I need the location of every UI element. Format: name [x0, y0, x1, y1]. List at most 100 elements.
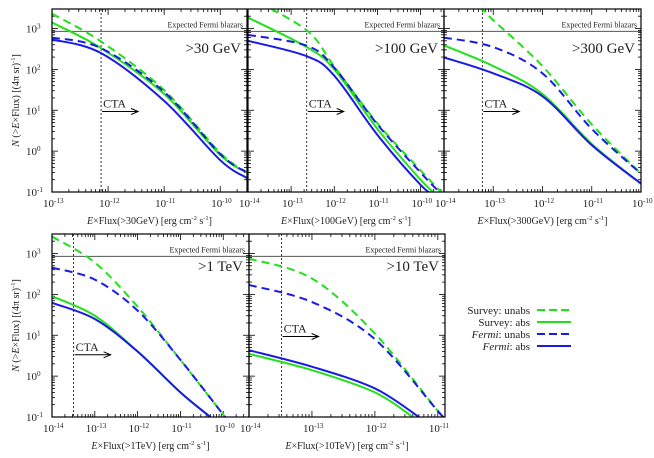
curves [52, 235, 226, 417]
tick-exp: -1 [37, 186, 43, 194]
text-part: E [90, 441, 97, 452]
x-tick-label: 10-12 [129, 422, 150, 435]
tick-exp: 2 [37, 63, 41, 71]
text-part: s [194, 441, 201, 452]
legend-label: Fermi: unabs [471, 329, 530, 341]
tick-base: 10 [429, 423, 441, 435]
x-tick-label: 10-13 [303, 422, 324, 435]
y-tick-label: 10-1 [26, 411, 43, 424]
text-part: : unabs [499, 329, 530, 341]
text-part: s [393, 441, 400, 452]
tick-base: 10 [26, 412, 38, 424]
text-part: E [11, 348, 22, 355]
panel-title: >100 GeV [375, 41, 438, 57]
cta-arrow-head [130, 108, 140, 115]
text-part: E [280, 216, 287, 227]
tick-base: 10 [211, 198, 223, 210]
panel-2: 10-14 10-13 10-12 10-11 10-10E×Flux(>300GeV)… [435, 8, 653, 227]
series-survey-abs [249, 352, 414, 417]
tick-base: 10 [86, 423, 98, 435]
text-part: ] [11, 279, 22, 282]
tick-base: 10 [26, 105, 38, 117]
x-tick-label: 10-12 [325, 197, 346, 210]
panel-title: >30 GeV [185, 41, 241, 57]
text-part: ×Flux(>1TeV) [erg cm [98, 441, 190, 452]
text-part: ×Flux(>10TeV) [erg cm [292, 441, 389, 452]
text-part: s [396, 216, 403, 227]
series-fermi-unabs [52, 266, 226, 417]
text-part: ×Flux(>300GeV) [erg cm [484, 216, 588, 227]
series-fermi-unabs [52, 36, 247, 174]
tick-exp: 0 [37, 145, 41, 153]
text-part: ] [405, 441, 408, 452]
tick-exp: -14 [446, 197, 456, 205]
text-part: CTA [284, 321, 307, 335]
x-tick-label: 10-11 [583, 197, 604, 210]
text-part: -2 [189, 440, 194, 447]
tick-exp: -12 [336, 197, 346, 205]
text-part: ] [206, 441, 209, 452]
text-part: -2 [191, 215, 196, 222]
x-tick-label: 10-11 [155, 197, 176, 210]
tick-exp: -13 [314, 422, 324, 430]
y-tick-label: 101 [26, 104, 41, 117]
cta-arrow-head [336, 108, 346, 115]
tick-exp: -14 [54, 422, 64, 430]
legend-label: Survey: unabs [467, 305, 530, 317]
legend-label: Fermi: abs [482, 341, 530, 353]
text-part: ] [408, 216, 411, 227]
tick-base: 10 [26, 330, 38, 342]
series-fermi-abs [248, 39, 430, 192]
y-tick-label: 10-1 [26, 186, 43, 199]
text-part: >300 GeV [572, 41, 635, 57]
tick-exp: -10 [423, 197, 433, 205]
x-tick-label: 10-14 [43, 422, 64, 435]
text-part: Survey [478, 317, 510, 329]
tick-exp: -11 [440, 422, 450, 430]
tick-base: 10 [583, 198, 595, 210]
tick-base: 10 [26, 289, 38, 301]
text-part: : abs [510, 317, 530, 329]
tick-base: 10 [366, 423, 378, 435]
series-survey-unabs [52, 12, 247, 174]
text-part: Expected Fermi blazars [561, 20, 637, 29]
tick-base: 10 [43, 198, 55, 210]
x-tick-label: 10-12 [534, 197, 555, 210]
text-part: >100 GeV [375, 41, 438, 57]
cta-arrow-head [512, 108, 521, 115]
x-axis-label: E×Flux(>30GeV) [erg cm-2 s-1] [86, 215, 212, 227]
text-part: Fermi [471, 329, 499, 341]
text-part: (> [11, 128, 22, 140]
text-part: (> [11, 353, 22, 365]
tick-base: 10 [632, 198, 644, 210]
tick-base: 10 [26, 24, 38, 36]
text-part: -1 [201, 440, 206, 447]
tick-exp: -12 [110, 197, 120, 205]
tick-base: 10 [240, 423, 252, 435]
tick-exp: -12 [545, 197, 555, 205]
text-part: -2 [388, 440, 393, 447]
text-part: N [11, 364, 22, 373]
tick-exp: -11 [166, 197, 176, 205]
series-survey-unabs [52, 235, 226, 417]
y-tick-label: 100 [26, 370, 41, 383]
cta-label: CTA [284, 321, 307, 335]
text-part: -2 [587, 215, 592, 222]
text-part: Survey [467, 305, 499, 317]
y-axis-label: N (>E×Flux) [(4π sr)-1] [10, 54, 22, 148]
fermi-expected-label: Expected Fermi blazars [365, 245, 441, 254]
text-part: ×Flux(>100GeV) [erg cm [287, 216, 391, 227]
plot-frame [248, 233, 446, 418]
tick-exp: -13 [495, 197, 505, 205]
text-part: s [592, 216, 599, 227]
tick-base: 10 [26, 371, 38, 383]
tick-base: 10 [26, 146, 38, 158]
x-tick-label: 10-10 [412, 197, 433, 210]
text-part: ×Flux) [(4π sr) [11, 63, 22, 123]
tick-base: 10 [435, 198, 447, 210]
tick-base: 10 [214, 423, 226, 435]
tick-exp: -13 [97, 422, 107, 430]
text-part: : unabs [499, 305, 530, 317]
panel-3: 10-14 10-13 10-12 10-11 10-1010-110010110210… [10, 233, 250, 452]
